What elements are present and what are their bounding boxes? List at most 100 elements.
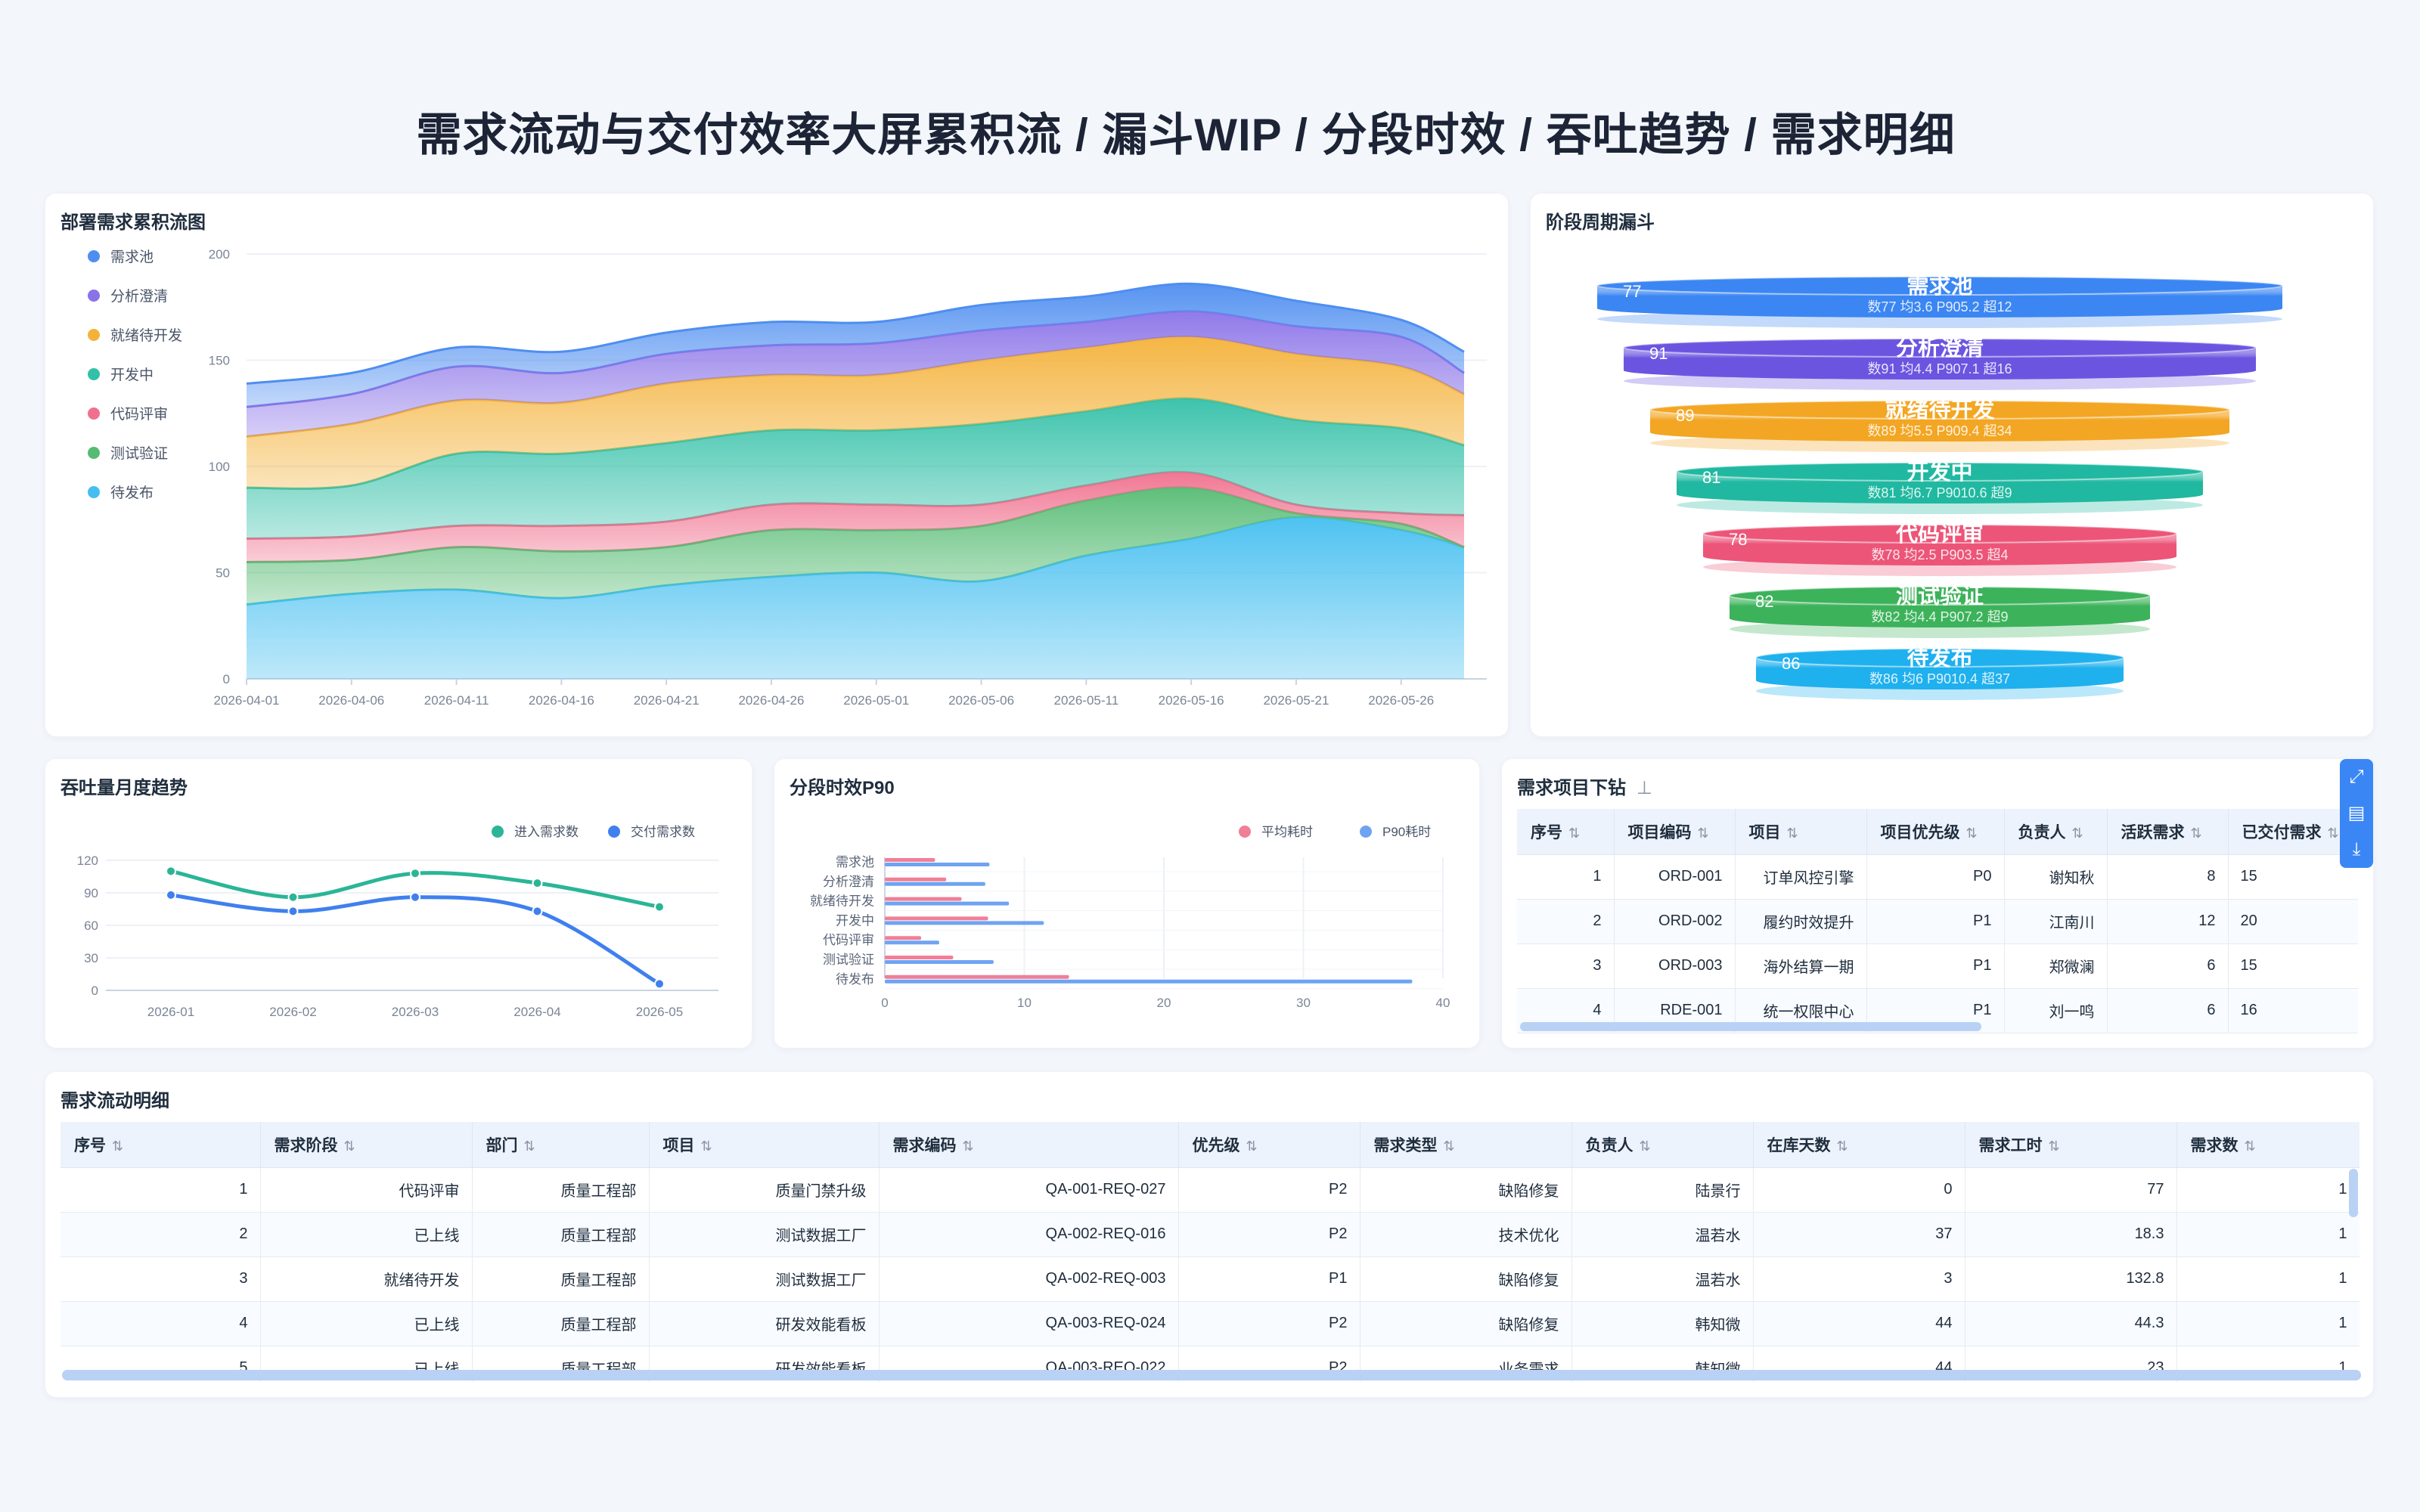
p90-panel: 分段时效P90 平均耗时 P90耗时 0 10 20 30 40 需求池 分析澄清 就绪待开发 开发… bbox=[774, 759, 1479, 1048]
detail-header-label: 需求编码 bbox=[892, 1136, 957, 1154]
funnel-top bbox=[1755, 648, 2124, 668]
drill-cell: 16 bbox=[2228, 988, 2358, 1033]
funnel-count: 91 bbox=[1649, 344, 1668, 363]
sort-icon[interactable]: ⇅ bbox=[2071, 825, 2083, 841]
cfd-chart: 0 50 100 150 200 2026-04-01 2026-04-06 2026-04-… bbox=[88, 247, 1487, 708]
funnel-count: 86 bbox=[1782, 654, 1800, 673]
drill-row[interactable]: 3 ORD-003 海外结算一期 P1 郑微澜 6 15 bbox=[1517, 943, 2358, 989]
pin-icon[interactable]: ⊥ bbox=[1637, 778, 1652, 798]
sort-icon[interactable]: ⇅ bbox=[1568, 825, 1581, 841]
detail-cell: 质量工程部 bbox=[472, 1212, 650, 1257]
throughput-point bbox=[654, 901, 665, 912]
drill-cell: 谢知秋 bbox=[2004, 854, 2108, 900]
drill-header-4[interactable]: 负责人 ⇅ bbox=[2004, 809, 2108, 855]
sort-icon[interactable]: ⇅ bbox=[962, 1138, 974, 1154]
detail-cell: 代码评审 bbox=[260, 1167, 473, 1213]
drill-cell: P0 bbox=[1866, 854, 2005, 900]
sort-icon[interactable]: ⇅ bbox=[700, 1138, 712, 1154]
drill-scrollbar[interactable] bbox=[1520, 1022, 1981, 1031]
detail-cell: 4 bbox=[60, 1301, 261, 1346]
detail-title: 需求流动明细 bbox=[60, 1091, 169, 1111]
p90-bar-p90 bbox=[885, 863, 990, 866]
drill-header-5[interactable]: 活跃需求 ⇅ bbox=[2107, 809, 2229, 855]
detail-cell: 1 bbox=[60, 1167, 261, 1213]
detail-header-1[interactable]: 需求阶段 ⇅ bbox=[260, 1122, 473, 1168]
cfd-line-6 bbox=[246, 282, 1465, 385]
detail-cell: 质量门禁升级 bbox=[649, 1167, 880, 1213]
drill-row[interactable]: 2 ORD-002 履约时效提升 P1 江南川 12 20 bbox=[1517, 899, 2358, 944]
detail-row[interactable]: 1 代码评审 质量工程部 质量门禁升级 QA-001-REQ-027 P2 缺陷修复 陆景行 0… bbox=[60, 1167, 2360, 1213]
drill-cell: ORD-003 bbox=[1614, 943, 1736, 989]
cfd-panel: 部署需求累积流图 0 50 100 150 200 2026-04-01 2026-04-0… bbox=[45, 194, 1508, 736]
detail-header-9[interactable]: 需求工时 ⇅ bbox=[1965, 1122, 2177, 1168]
detail-header-7[interactable]: 负责人 ⇅ bbox=[1571, 1122, 1754, 1168]
detail-header-5[interactable]: 优先级 ⇅ bbox=[1178, 1122, 1360, 1168]
p90-category-label: 分析澄清 bbox=[823, 875, 874, 889]
detail-header-3[interactable]: 项目 ⇅ bbox=[649, 1122, 880, 1168]
drill-header-label: 项目 bbox=[1748, 823, 1781, 841]
sort-icon[interactable]: ⇅ bbox=[2327, 825, 2339, 841]
throughput-point bbox=[287, 906, 299, 917]
detail-h-scrollbar[interactable] bbox=[62, 1370, 2361, 1380]
detail-row[interactable]: 4 已上线 质量工程部 研发效能看板 QA-003-REQ-024 P2 缺陷修复 韩知微 44… bbox=[60, 1301, 2360, 1346]
detail-header-6[interactable]: 需求类型 ⇅ bbox=[1360, 1122, 1572, 1168]
drill-header-6[interactable]: 已交付需求 ⇅ bbox=[2228, 809, 2358, 855]
download-icon[interactable]: ⤓ bbox=[2352, 839, 2361, 860]
expand-icon[interactable]: ⤢ bbox=[2349, 767, 2364, 787]
cfd-area-3 bbox=[247, 398, 1464, 539]
sort-icon[interactable]: ⇅ bbox=[112, 1138, 124, 1154]
detail-row[interactable]: 2 已上线 质量工程部 测试数据工厂 QA-002-REQ-016 P2 技术优化 温若水 37… bbox=[60, 1212, 2360, 1257]
sort-icon[interactable]: ⇅ bbox=[1836, 1138, 1848, 1154]
detail-header-4[interactable]: 需求编码 ⇅ bbox=[879, 1122, 1179, 1168]
p90-bar-p90 bbox=[885, 979, 1413, 984]
sort-icon[interactable]: ⇅ bbox=[1965, 825, 1978, 841]
cfd-xtick-label: 2026-05-06 bbox=[948, 693, 1014, 708]
sort-icon[interactable]: ⇅ bbox=[1443, 1138, 1455, 1154]
detail-header-10[interactable]: 需求数 ⇅ bbox=[2176, 1122, 2360, 1168]
detail-cell: 缺陷修复 bbox=[1360, 1256, 1572, 1302]
cfd-xtick-label: 2026-05-01 bbox=[843, 693, 909, 708]
detail-header-8[interactable]: 在库天数 ⇅ bbox=[1753, 1122, 1965, 1168]
throughput-ytick-label: 60 bbox=[84, 919, 98, 933]
detail-row[interactable]: 3 就绪待开发 质量工程部 测试数据工厂 QA-002-REQ-003 P1 缺陷修复 温若水… bbox=[60, 1256, 2360, 1302]
drill-cell: 6 bbox=[2107, 943, 2229, 989]
funnel-stage-name: 开发中 bbox=[1907, 460, 1972, 485]
sort-icon[interactable]: ⇅ bbox=[343, 1138, 355, 1154]
cfd-xtick-label: 2026-04-26 bbox=[738, 693, 804, 708]
detail-header-2[interactable]: 部门 ⇅ bbox=[472, 1122, 650, 1168]
drill-header-label: 项目优先级 bbox=[1880, 823, 1960, 841]
p90-xtick-label: 30 bbox=[1296, 996, 1311, 1010]
p90-bar-avg bbox=[885, 956, 954, 959]
sort-icon[interactable]: ⇅ bbox=[523, 1138, 535, 1154]
p90-bar-p90 bbox=[885, 901, 1010, 906]
drill-header-0[interactable]: 序号 ⇅ bbox=[1517, 809, 1615, 855]
drill-header-label: 活跃需求 bbox=[2121, 823, 2185, 841]
document-icon[interactable]: ▤ bbox=[2347, 803, 2366, 823]
p90-xtick-label: 40 bbox=[1436, 996, 1450, 1010]
drill-header-1[interactable]: 项目编码 ⇅ bbox=[1614, 809, 1736, 855]
sort-icon[interactable]: ⇅ bbox=[1246, 1138, 1258, 1154]
drill-row[interactable]: 1 ORD-001 订单风控引擎 P0 谢知秋 8 15 bbox=[1517, 854, 2358, 900]
p90-legend-marker bbox=[1360, 826, 1372, 838]
throughput-panel: 吞吐量月度趋势 进入需求数 交付需求数 0 30 60 90 120 2026-01 2026-… bbox=[45, 759, 752, 1048]
drill-row[interactable]: 4 RDE-001 统一权限中心 P1 刘一鸣 6 16 bbox=[1517, 988, 2358, 1033]
sort-icon[interactable]: ⇅ bbox=[2048, 1138, 2060, 1154]
drill-table-wrap[interactable]: 序号 ⇅ 项目编码 ⇅ 项目 ⇅ 项目优先级 ⇅ 负责人 ⇅ 活跃需求 ⇅ 已交付需求 ⇅ 1 ORD-00… bbox=[1517, 809, 2358, 1034]
p90-chart: 平均耗时 P90耗时 0 10 20 30 40 需求池分析澄清就绪待开发开发中代码评审测试验… bbox=[810, 825, 1450, 1010]
sort-icon[interactable]: ⇅ bbox=[2190, 825, 2202, 841]
funnel-panel: 阶段周期漏斗 77 需求池 数77 均3.6 P905.2 超12 91 分析澄清 数91… bbox=[1531, 194, 2373, 736]
detail-table-wrap[interactable]: 序号 ⇅ 需求阶段 ⇅ 部门 ⇅ 项目 ⇅ 需求编码 ⇅ 优先级 ⇅ 需求类型 ⇅ 负责人 ⇅ 在库天数 ⇅ 需求工… bbox=[60, 1122, 2360, 1382]
p90-bar-p90 bbox=[885, 940, 939, 945]
funnel-count: 78 bbox=[1729, 530, 1747, 549]
detail-v-scrollbar[interactable] bbox=[2349, 1169, 2358, 1217]
sort-icon[interactable]: ⇅ bbox=[1697, 825, 1709, 841]
drill-header-3[interactable]: 项目优先级 ⇅ bbox=[1866, 809, 2005, 855]
cfd-ytick-label: 0 bbox=[223, 672, 230, 686]
sort-icon[interactable]: ⇅ bbox=[1639, 1138, 1651, 1154]
sort-icon[interactable]: ⇅ bbox=[2244, 1138, 2256, 1154]
cfd-xtick-label: 2026-04-01 bbox=[214, 693, 280, 708]
sort-icon[interactable]: ⇅ bbox=[1786, 825, 1798, 841]
detail-header-0[interactable]: 序号 ⇅ bbox=[60, 1122, 261, 1168]
drill-header-2[interactable]: 项目 ⇅ bbox=[1735, 809, 1867, 855]
